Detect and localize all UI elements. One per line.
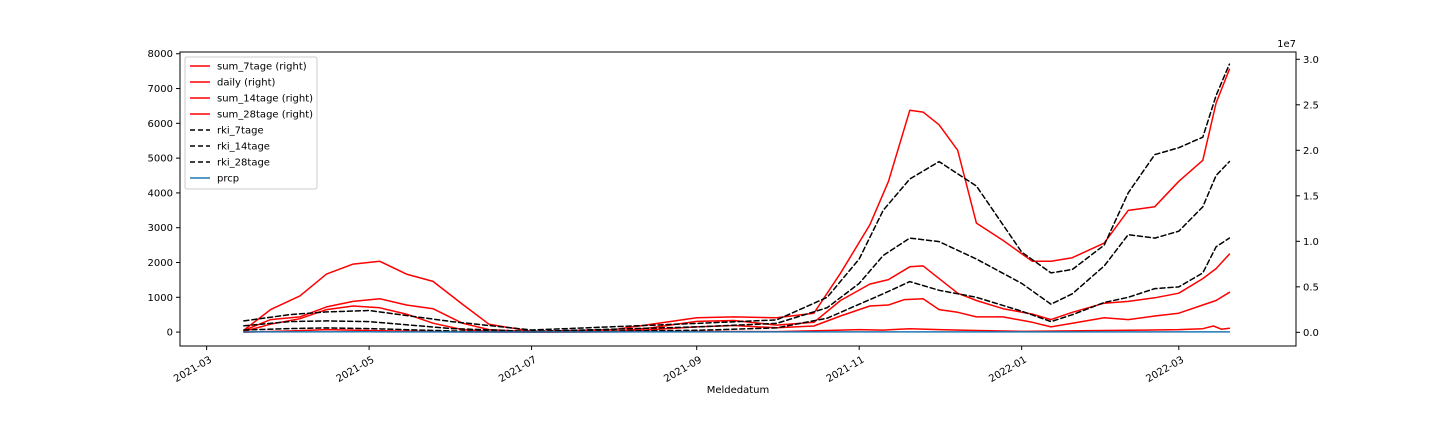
series-line-2 [243, 253, 1231, 333]
legend-label-2: sum_14tage (right) [217, 94, 313, 105]
legend-label-1: daily (right) [217, 78, 276, 89]
left-tick-label-2: 2000 [148, 258, 173, 269]
left-tick-label-7: 7000 [148, 84, 173, 95]
right-tick-label-1: 0.5 [1303, 282, 1319, 293]
left-tick-label-8: 8000 [148, 49, 173, 60]
left-tick-label-0: 0 [167, 328, 173, 339]
right-tick-label-4: 2.0 [1303, 146, 1319, 157]
left-tick-label-6: 6000 [148, 119, 173, 130]
series-line-5 [243, 160, 1231, 333]
legend-label-0: sum_7tage (right) [217, 62, 307, 73]
series-line-3 [243, 68, 1231, 333]
right-tick-label-6: 3.0 [1303, 55, 1319, 66]
right-tick-label-0: 0.0 [1303, 328, 1319, 339]
right-tick-label-3: 1.5 [1303, 191, 1319, 202]
x-tick-label-4: 2021-11 [825, 355, 867, 385]
series-layer [243, 63, 1231, 334]
legend-box [184, 56, 318, 190]
right-axis: 0.0 0.5 1.0 1.5 2.0 2.5 3.0 [1296, 55, 1319, 339]
series-line-4 [243, 237, 1231, 333]
legend-label-3: sum_28tage (right) [217, 110, 313, 121]
right-axis-offset-label: 1e7 [1277, 39, 1296, 50]
x-tick-label-6: 2022-03 [1144, 355, 1186, 385]
legend-label-6: rki_28tage [217, 158, 270, 169]
left-tick-label-1: 1000 [148, 293, 173, 304]
series-line-0 [243, 291, 1231, 333]
legend-label-4: rki_7tage [217, 126, 264, 137]
x-axis: 2021-03 2021-05 2021-07 2021-09 2021-11 2022-… [172, 346, 1186, 385]
legend: sum_7tage (right) daily (right) sum_14tage… [184, 56, 318, 190]
left-tick-label-4: 4000 [148, 188, 173, 199]
right-tick-label-5: 2.5 [1303, 100, 1319, 111]
x-axis-label: Meldedatum [707, 385, 770, 396]
left-axis: 0 1000 2000 3000 4000 5000 6000 7000 8000 [148, 49, 180, 339]
right-tick-label-2: 1.0 [1303, 237, 1319, 248]
legend-label-5: rki_14tage [217, 142, 270, 153]
left-tick-label-3: 3000 [148, 223, 173, 234]
plot-frame [179, 51, 1297, 347]
x-tick-label-2: 2021-07 [497, 355, 539, 385]
legend-label-7: prcp [217, 174, 239, 185]
x-tick-label-1: 2021-05 [335, 355, 377, 385]
series-line-6 [243, 63, 1231, 331]
left-tick-label-5: 5000 [148, 154, 173, 165]
x-tick-label-3: 2021-09 [662, 355, 704, 385]
x-tick-label-0: 2021-03 [172, 355, 214, 385]
x-tick-label-5: 2022-01 [987, 355, 1029, 385]
